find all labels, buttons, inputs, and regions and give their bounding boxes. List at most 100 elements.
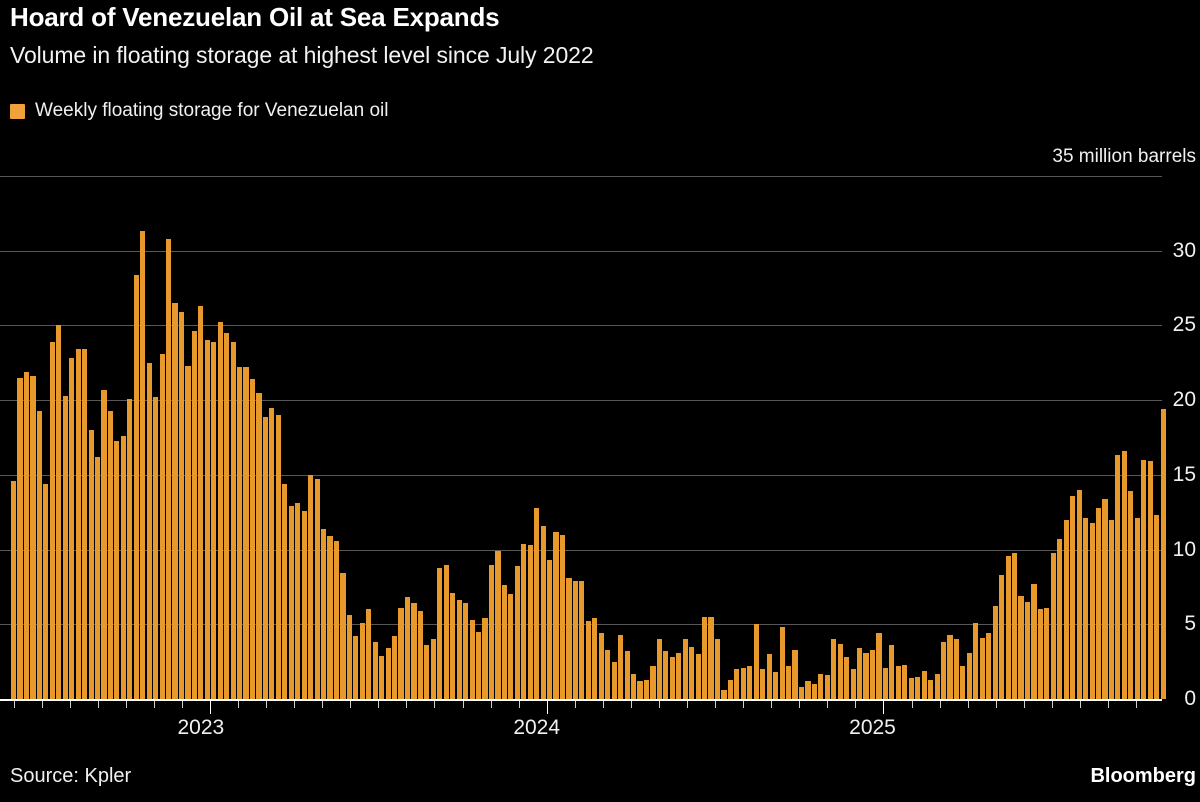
bar [133, 274, 139, 699]
x-axis-minor-tick [1079, 701, 1081, 708]
x-axis-minor-tick [322, 701, 324, 708]
bar [456, 600, 462, 699]
bar [353, 636, 359, 699]
x-axis-minor-tick [41, 701, 43, 708]
x-axis-minor-tick [967, 701, 969, 708]
bar [495, 551, 501, 699]
bar [915, 676, 921, 699]
bar [521, 543, 527, 699]
bar [269, 407, 275, 699]
bar [1154, 515, 1160, 699]
bar [953, 639, 960, 699]
bar [857, 648, 863, 699]
bar [359, 622, 365, 699]
bar [191, 331, 197, 699]
bar [740, 667, 746, 699]
bar [650, 666, 656, 699]
y-axis-tick-label: 5 [1184, 612, 1196, 636]
bar [1057, 539, 1063, 699]
bar [56, 325, 62, 699]
bar [82, 349, 88, 699]
x-axis-minor-tick [911, 701, 913, 708]
bar [488, 564, 495, 699]
bar [824, 675, 830, 699]
bar [437, 567, 443, 699]
bar [844, 657, 850, 699]
bar [1070, 495, 1076, 699]
gridline-35 [0, 176, 1162, 177]
bar [204, 340, 210, 699]
bar [1108, 519, 1115, 699]
bar [275, 415, 281, 699]
bar [837, 643, 843, 699]
bar [540, 525, 546, 699]
x-axis-major-tick [210, 701, 211, 714]
bar [1095, 507, 1102, 699]
bar [333, 540, 340, 699]
bar [140, 231, 146, 699]
bar [960, 666, 966, 699]
bar [721, 690, 727, 699]
x-axis-minor-tick [1051, 701, 1053, 708]
bar [1115, 455, 1121, 699]
bar [443, 564, 449, 699]
x-axis-minor-tick [855, 701, 857, 708]
x-axis-tick-label: 2024 [513, 716, 561, 739]
bar [850, 669, 856, 699]
y-axis-tick-label: 25 [1172, 313, 1196, 337]
bar [101, 389, 107, 699]
bar [618, 634, 624, 699]
bar [185, 365, 191, 699]
x-axis-major-tick [883, 701, 885, 714]
x-axis-minor-tick [743, 701, 745, 708]
axis-units-caption: 35 million barrels [1052, 146, 1196, 167]
bar [773, 672, 779, 699]
x-axis-minor-tick [995, 701, 997, 708]
bar [869, 649, 876, 699]
bar [424, 645, 430, 699]
bar [107, 410, 114, 699]
bar [676, 652, 682, 699]
bar [605, 649, 611, 699]
bar [392, 636, 398, 699]
bar [630, 673, 637, 699]
bar [62, 395, 68, 699]
y-axis-tick-label: 10 [1172, 537, 1196, 561]
bar [411, 603, 417, 699]
bar [534, 507, 540, 699]
x-axis-minor-tick [153, 701, 155, 708]
bar [702, 616, 708, 699]
bar [1160, 409, 1166, 699]
bar [947, 634, 953, 699]
x-axis-minor-tick [238, 701, 240, 708]
bar [301, 510, 307, 699]
bar [811, 684, 817, 699]
bar [747, 666, 753, 699]
chart-footer: Source: Kpler Bloomberg [0, 760, 1200, 802]
bar-series [0, 176, 1166, 699]
x-axis-minor-tick [13, 701, 15, 708]
bar [146, 362, 152, 699]
bar [663, 651, 669, 699]
bar [1102, 498, 1108, 699]
y-axis-tick-label: 0 [1184, 687, 1196, 710]
bar [69, 358, 75, 699]
bar [792, 649, 798, 699]
bar [165, 238, 172, 699]
bar [372, 642, 378, 699]
bar [695, 654, 701, 699]
bar [831, 639, 837, 699]
bar [805, 681, 811, 699]
bar [224, 332, 230, 699]
bar [114, 440, 120, 699]
bar [1076, 489, 1082, 699]
legend-item-label: Weekly floating storage for Venezuelan o… [35, 100, 389, 121]
bar [88, 430, 94, 699]
x-axis-tick-label: 2025 [849, 716, 896, 739]
x-axis-line [0, 699, 1162, 701]
x-axis-minor-tick [939, 701, 941, 708]
page-subtitle: Volume in floating storage at highest le… [10, 42, 594, 68]
bar [1063, 519, 1069, 699]
bar [469, 619, 475, 699]
x-axis-tick-label: 2023 [177, 716, 225, 739]
